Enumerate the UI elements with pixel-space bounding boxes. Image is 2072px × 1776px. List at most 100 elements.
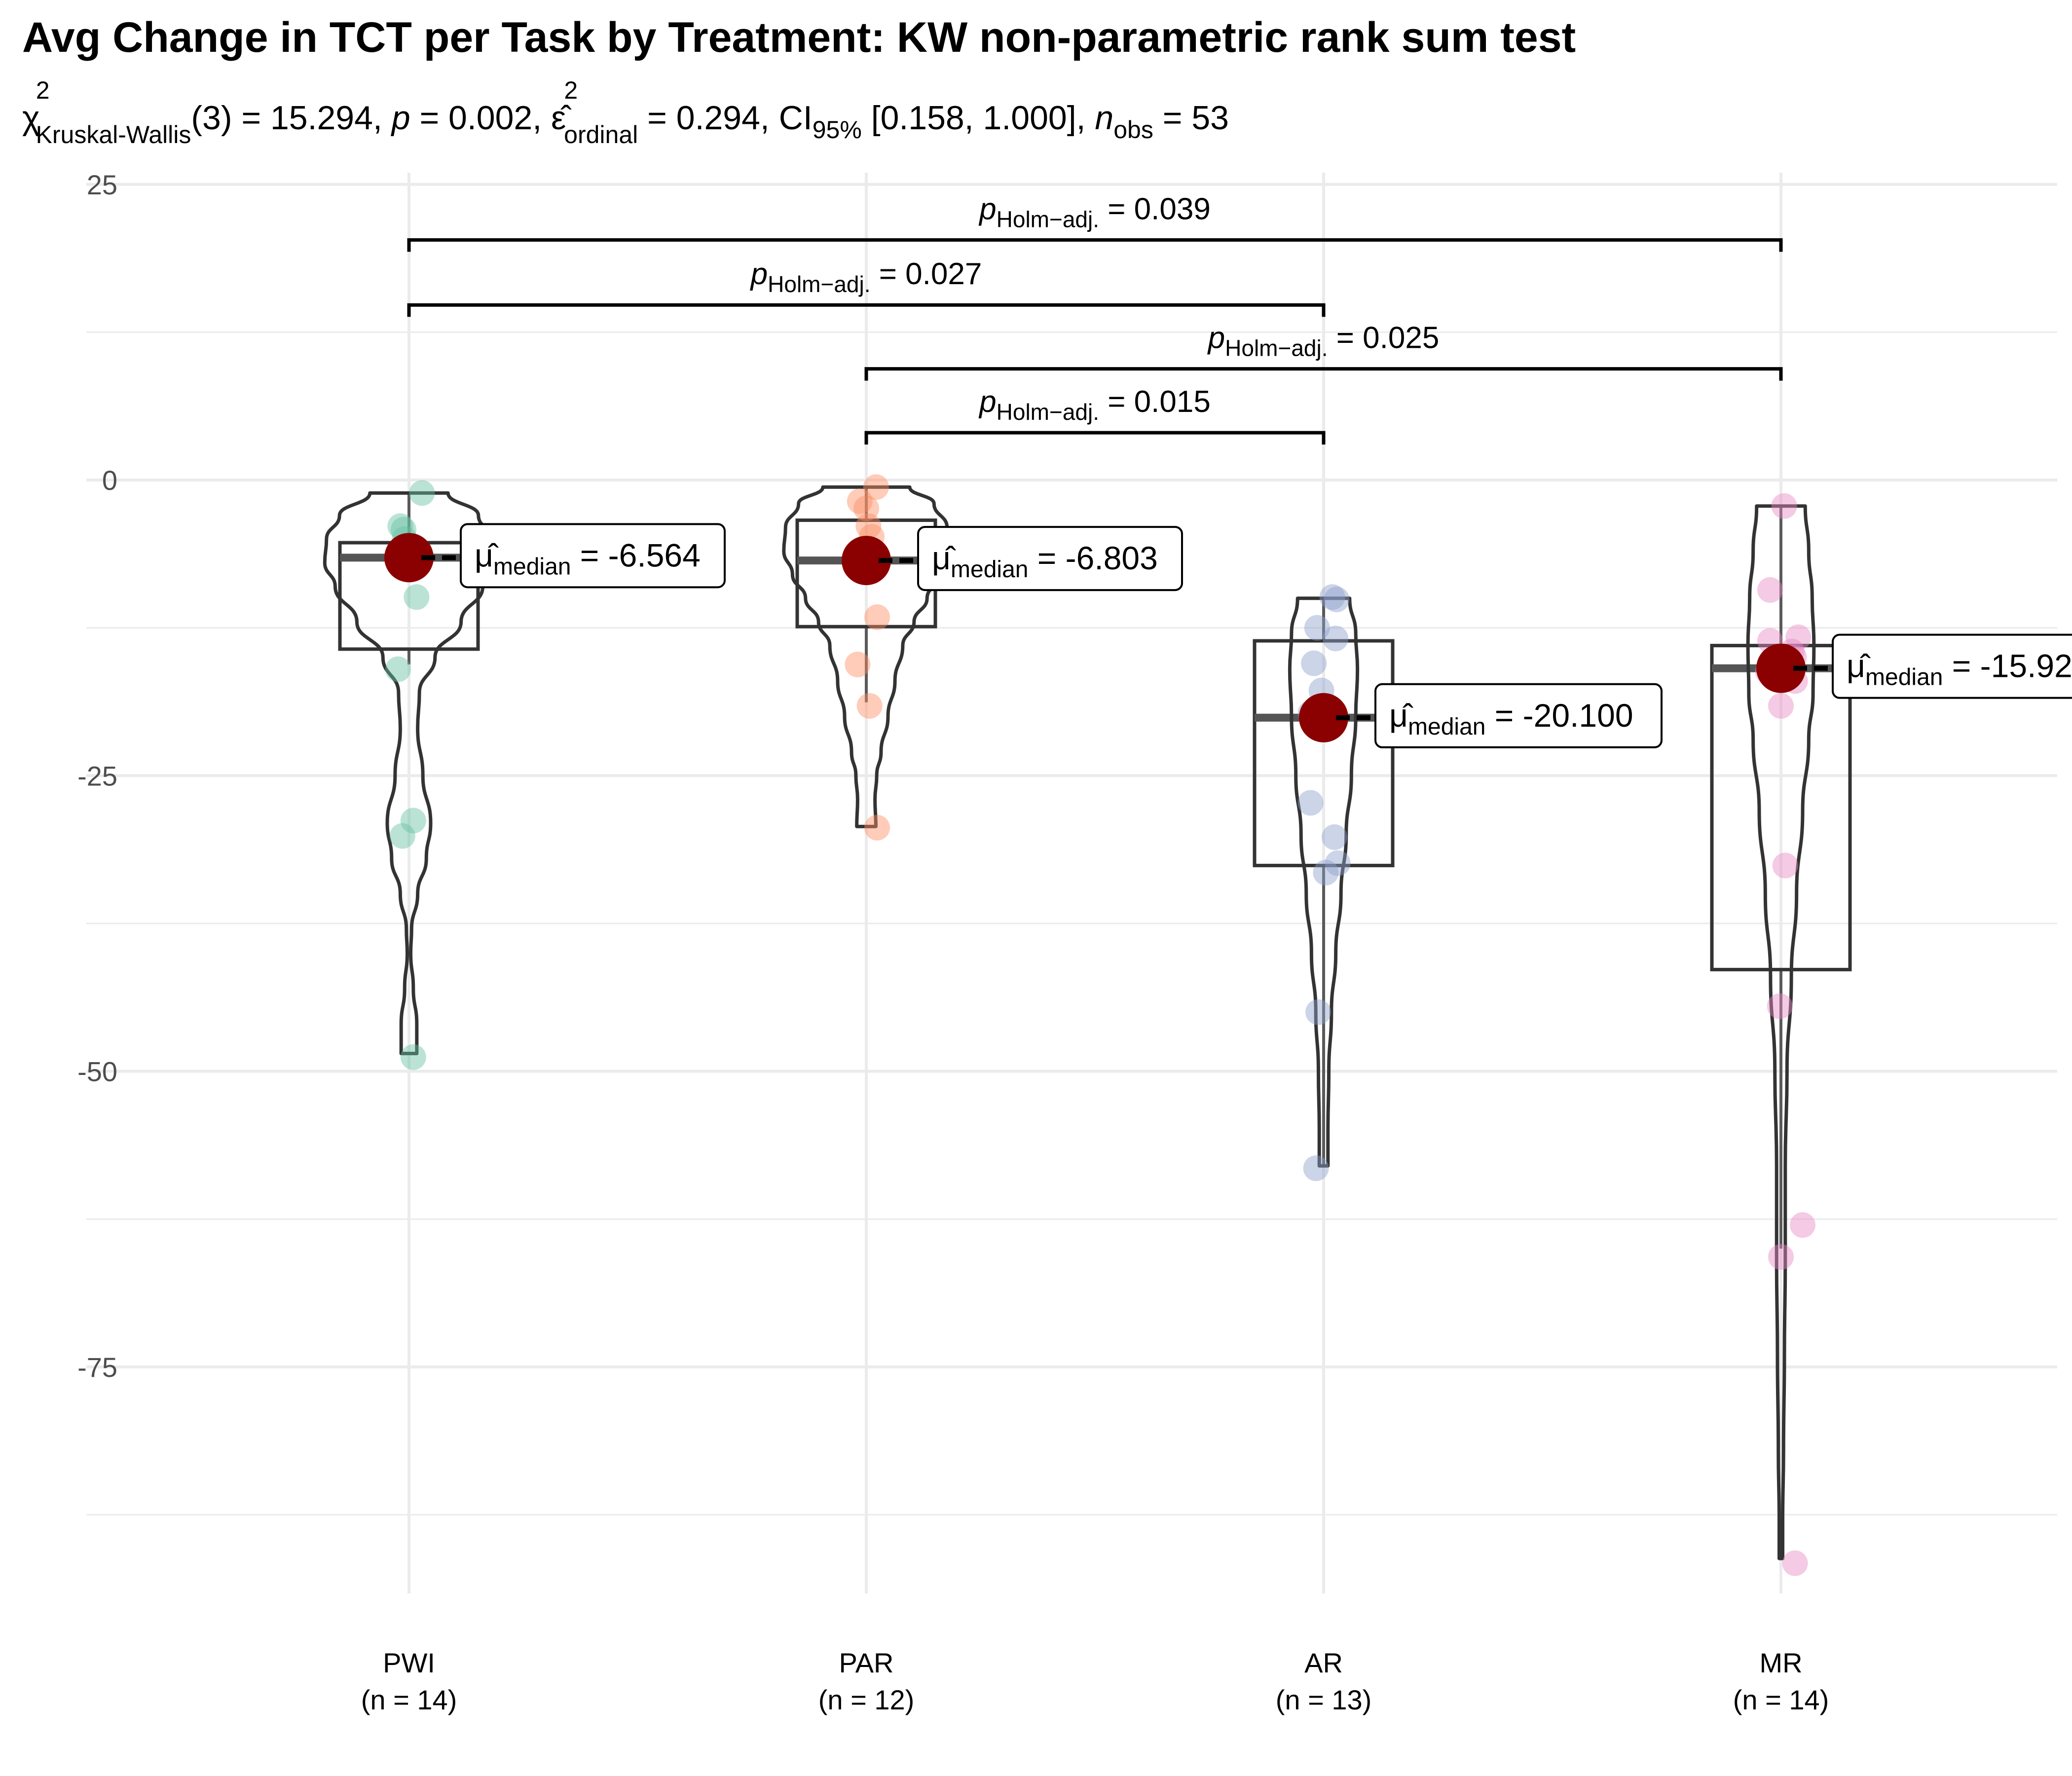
p-value: = 0.015 [1099, 385, 1211, 419]
median-label-value: = -15.922 [1943, 648, 2072, 684]
n-sub: obs [1113, 116, 1153, 144]
chi-sup: 2 [36, 76, 50, 104]
data-point [1757, 577, 1783, 603]
median-label: μ̂median = -15.922 [1847, 648, 2072, 691]
comparison-pwi-ar: pHolm−adj. = 0.027 [407, 257, 1326, 317]
data-point [1772, 852, 1798, 879]
y-tick-label: -50 [77, 1056, 117, 1087]
median-label-sub: median [493, 554, 571, 580]
median-label: μ̂median = -6.803 [932, 540, 1158, 583]
data-point [1322, 824, 1347, 850]
x-n-label: (n = 14) [1733, 1684, 1829, 1715]
chart-subtitle: χ2 Kruskal-Wallis(3) = 15.294, p = 0.002,… [22, 76, 1229, 148]
p-symbol: p [750, 257, 768, 291]
median-label-value: = -20.100 [1485, 697, 1633, 734]
data-point [400, 808, 426, 834]
p-value: = 0.039 [1099, 192, 1211, 226]
x-n-label: (n = 14) [361, 1684, 457, 1715]
data-point [1767, 993, 1793, 1019]
p-value: = 0.025 [1328, 321, 1440, 355]
data-point [864, 604, 890, 630]
group-mr: μ̂median = -15.922 [1710, 493, 2072, 1576]
violin [1288, 596, 1360, 1168]
p-symbol: p [978, 192, 996, 226]
chi-symbol: χ [22, 99, 40, 137]
n-text: = 53 [1153, 99, 1229, 137]
data-point [863, 474, 889, 500]
eps-sup: 2 [564, 76, 578, 104]
p-sub: Holm−adj. [997, 399, 1099, 425]
data-point [1319, 584, 1345, 610]
chi-sub: Kruskal-Wallis [36, 121, 191, 148]
y-tick-label: 25 [87, 169, 117, 200]
chart-title: Avg Change in TCT per Task by Treatment:… [22, 14, 1576, 61]
y-tick-label: -75 [77, 1352, 117, 1383]
comparison-pwi-mr: pHolm−adj. = 0.039 [407, 192, 1783, 252]
median-label-value: = -6.564 [571, 537, 700, 573]
data-point [387, 513, 413, 539]
data-point [389, 823, 415, 849]
y-tick-label: 0 [102, 465, 117, 496]
grid [86, 173, 2057, 1593]
data-point [400, 1044, 426, 1070]
data-point [1313, 859, 1339, 886]
median-label-box [917, 526, 1183, 592]
group-par: μ̂median = -6.803 [782, 474, 1183, 841]
data-point [1297, 790, 1324, 816]
p-symbol: p [1207, 321, 1225, 355]
comparison-bracket [407, 238, 1783, 252]
median-point [1299, 693, 1348, 742]
median-label-sub: median [1408, 714, 1485, 740]
comparison-bracket [407, 303, 1326, 317]
p-sub: Holm−adj. [768, 271, 870, 297]
comparison-label: pHolm−adj. = 0.015 [978, 385, 1211, 425]
comparison-bracket [864, 367, 1783, 381]
x-tick-label: PWI [383, 1647, 435, 1678]
n-symbol: n [1095, 99, 1113, 137]
median-label: μ̂median = -6.564 [475, 537, 701, 580]
data-point [1323, 626, 1349, 652]
df-text: (3) = 15.294, [191, 99, 391, 137]
comparison-par-mr: pHolm−adj. = 0.025 [864, 321, 1783, 381]
data-point [1790, 1212, 1815, 1238]
data-point [1782, 1550, 1808, 1576]
comparison-label: pHolm−adj. = 0.025 [1207, 321, 1440, 361]
data-point [1301, 650, 1327, 676]
x-n-label: (n = 13) [1276, 1684, 1372, 1715]
median-label: μ̂median = -20.100 [1389, 697, 1633, 740]
median-label-value: = -6.803 [1028, 540, 1157, 576]
p-value: = 0.027 [871, 257, 982, 291]
violin [1746, 504, 1816, 1560]
data-point [404, 584, 430, 610]
group-ar: μ̂median = -20.100 [1253, 584, 1663, 1182]
comparison-label: pHolm−adj. = 0.027 [750, 257, 982, 297]
eps-text: = 0.294, CI [638, 99, 812, 137]
p-sub: Holm−adj. [1225, 335, 1328, 361]
x-tick-label: MR [1759, 1647, 1802, 1678]
data-point [845, 651, 871, 677]
x-n-label: (n = 12) [818, 1684, 915, 1715]
eps-sub: ordinal [564, 121, 638, 148]
data-point [855, 513, 882, 539]
p-symbol: p [978, 385, 996, 419]
data-point [1768, 693, 1794, 719]
median-label-sub: median [951, 556, 1028, 583]
p-text: = 0.002, [410, 99, 551, 137]
violin [323, 491, 495, 1056]
x-axis: PWI (n = 14) PAR (n = 12) AR (n = 13) MR (n = 1… [361, 1647, 1829, 1715]
median-label-box [1832, 633, 2072, 699]
p-symbol: p [391, 99, 410, 137]
median-label-box [1374, 683, 1663, 748]
p-sub: Holm−adj. [997, 206, 1099, 232]
data-point [1324, 587, 1350, 613]
median-point [842, 536, 891, 586]
x-tick-label: PAR [839, 1647, 894, 1678]
data-point [856, 693, 883, 719]
comparison-par-ar: pHolm−adj. = 0.015 [864, 385, 1326, 445]
group-pwi: μ̂median = -6.564 [323, 480, 726, 1070]
data-point [847, 488, 873, 515]
data-point [1771, 493, 1797, 519]
data-point [1325, 850, 1351, 876]
